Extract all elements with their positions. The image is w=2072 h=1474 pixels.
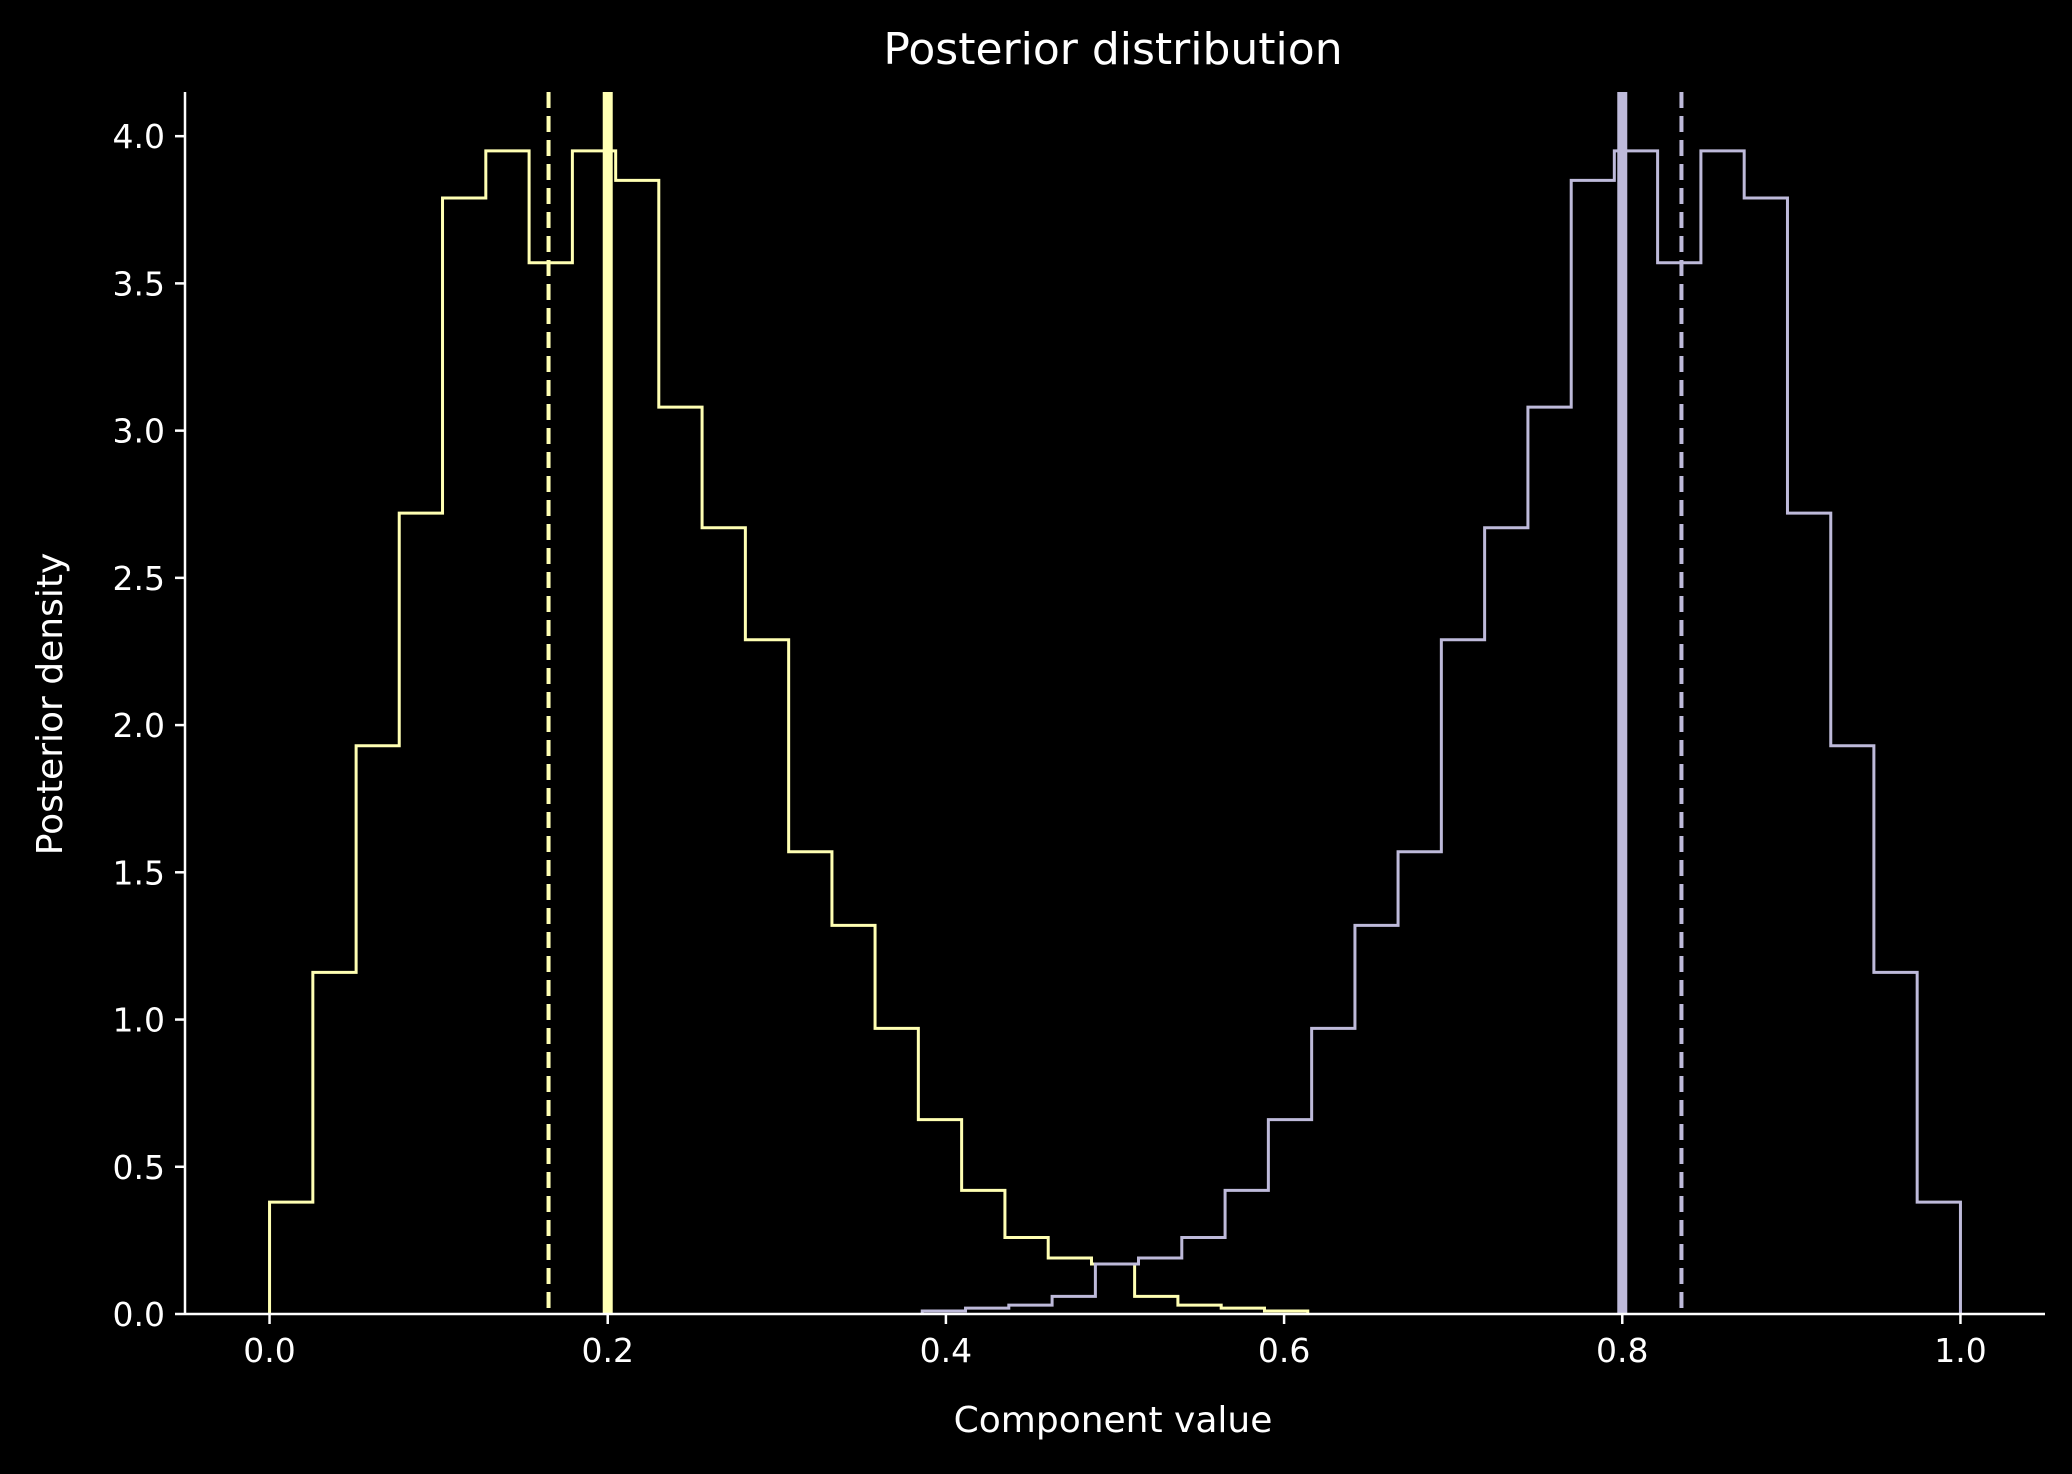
y-tick-label: 2.0 [113,706,165,745]
x-tick-label: 0.6 [1258,1331,1310,1370]
y-axis-label: Posterior density [30,553,71,856]
axes: 0.0 0.2 0.4 0.6 0.8 1.0 0.0 0.5 1.0 1.5 2.0 2.5 3.0 3… [113,92,2045,1370]
x-tick-label: 0.2 [581,1331,633,1370]
histogram-series-1 [268,149,1310,1314]
chart-title: Posterior distribution [883,24,1342,75]
y-tick-label: 4.0 [113,117,165,156]
y-tick-label: 2.5 [113,559,165,598]
x-tick-label: 0.8 [1596,1331,1648,1370]
y-tick-label: 0.0 [113,1295,165,1334]
y-tick-label: 3.5 [113,264,165,303]
y-tick-label: 1.5 [113,853,165,892]
x-tick-label: 0.0 [243,1331,295,1370]
x-tick-label: 0.4 [920,1331,972,1370]
y-tick-label: 0.5 [113,1148,165,1187]
plot-area [268,92,1962,1314]
y-tick-label: 3.0 [113,412,165,451]
y-tick-label: 1.0 [113,1001,165,1040]
x-axis-label: Component value [954,1400,1273,1441]
histogram-series-2 [920,149,1962,1314]
x-tick-label: 1.0 [1934,1331,1986,1370]
